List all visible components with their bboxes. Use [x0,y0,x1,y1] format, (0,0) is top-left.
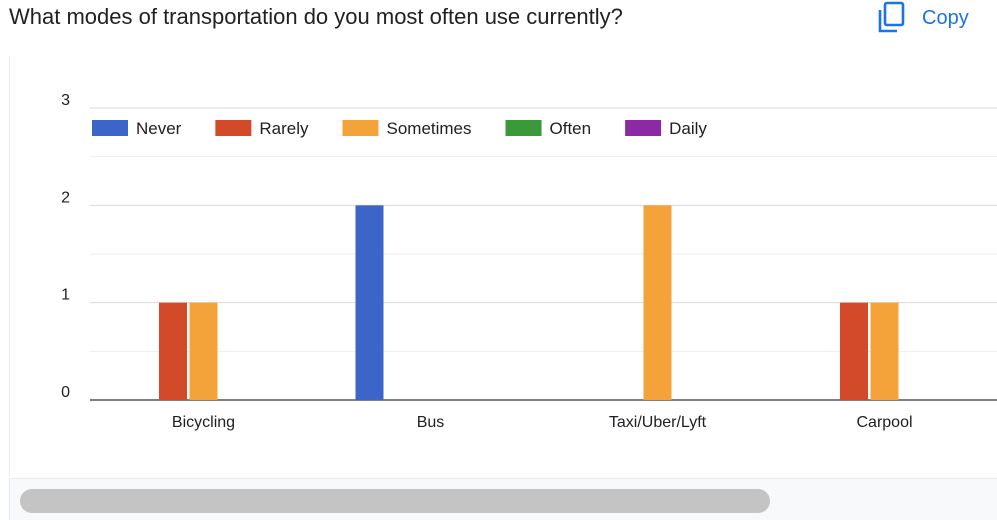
bar-rarely-carpool [840,302,868,400]
bar-never-bus [355,205,384,400]
x-tick-label: Bus [417,414,445,431]
bar-chart: 0 1 2 3 Bicycling Bus Taxi/Uber/Lyft Carpool Nev… [61,92,997,431]
copy-icon [876,1,908,35]
legend-label-rarely: Rarely [259,119,309,138]
y-tick-label: 3 [61,92,70,109]
x-tick-label: Taxi/Uber/Lyft [609,414,707,431]
copy-button[interactable]: Copy [876,0,969,36]
y-tick-label: 0 [61,384,70,401]
question-title: What modes of transportation do you most… [9,4,623,29]
x-tick-label: Carpool [856,414,912,431]
bar-sometimes-bicycling [189,302,218,400]
legend-label-sometimes: Sometimes [386,119,471,138]
bar-rarely-bicycling [159,302,187,400]
y-tick-label: 1 [61,287,70,304]
x-tick-label: Bicycling [172,414,235,431]
legend-swatch-rarely [215,120,252,136]
y-tick-label: 2 [61,189,70,206]
bar-sometimes-carpool [870,302,899,400]
scrollbar-thumb[interactable] [20,489,770,513]
horizontal-scrollbar[interactable] [9,478,997,520]
copy-label: Copy [922,6,969,29]
legend-label-often: Often [550,119,592,138]
chart-panel: 0 1 2 3 Bicycling Bus Taxi/Uber/Lyft Carpool Nev… [9,56,997,476]
legend-swatch-never [92,120,128,136]
bar-sometimes-taxi-uber-lyft [643,205,672,400]
legend-label-daily: Daily [669,119,707,138]
legend-swatch-sometimes [342,120,379,136]
legend-swatch-often [505,120,542,136]
legend-swatch-daily [625,120,662,136]
legend-label-never: Never [136,119,182,138]
